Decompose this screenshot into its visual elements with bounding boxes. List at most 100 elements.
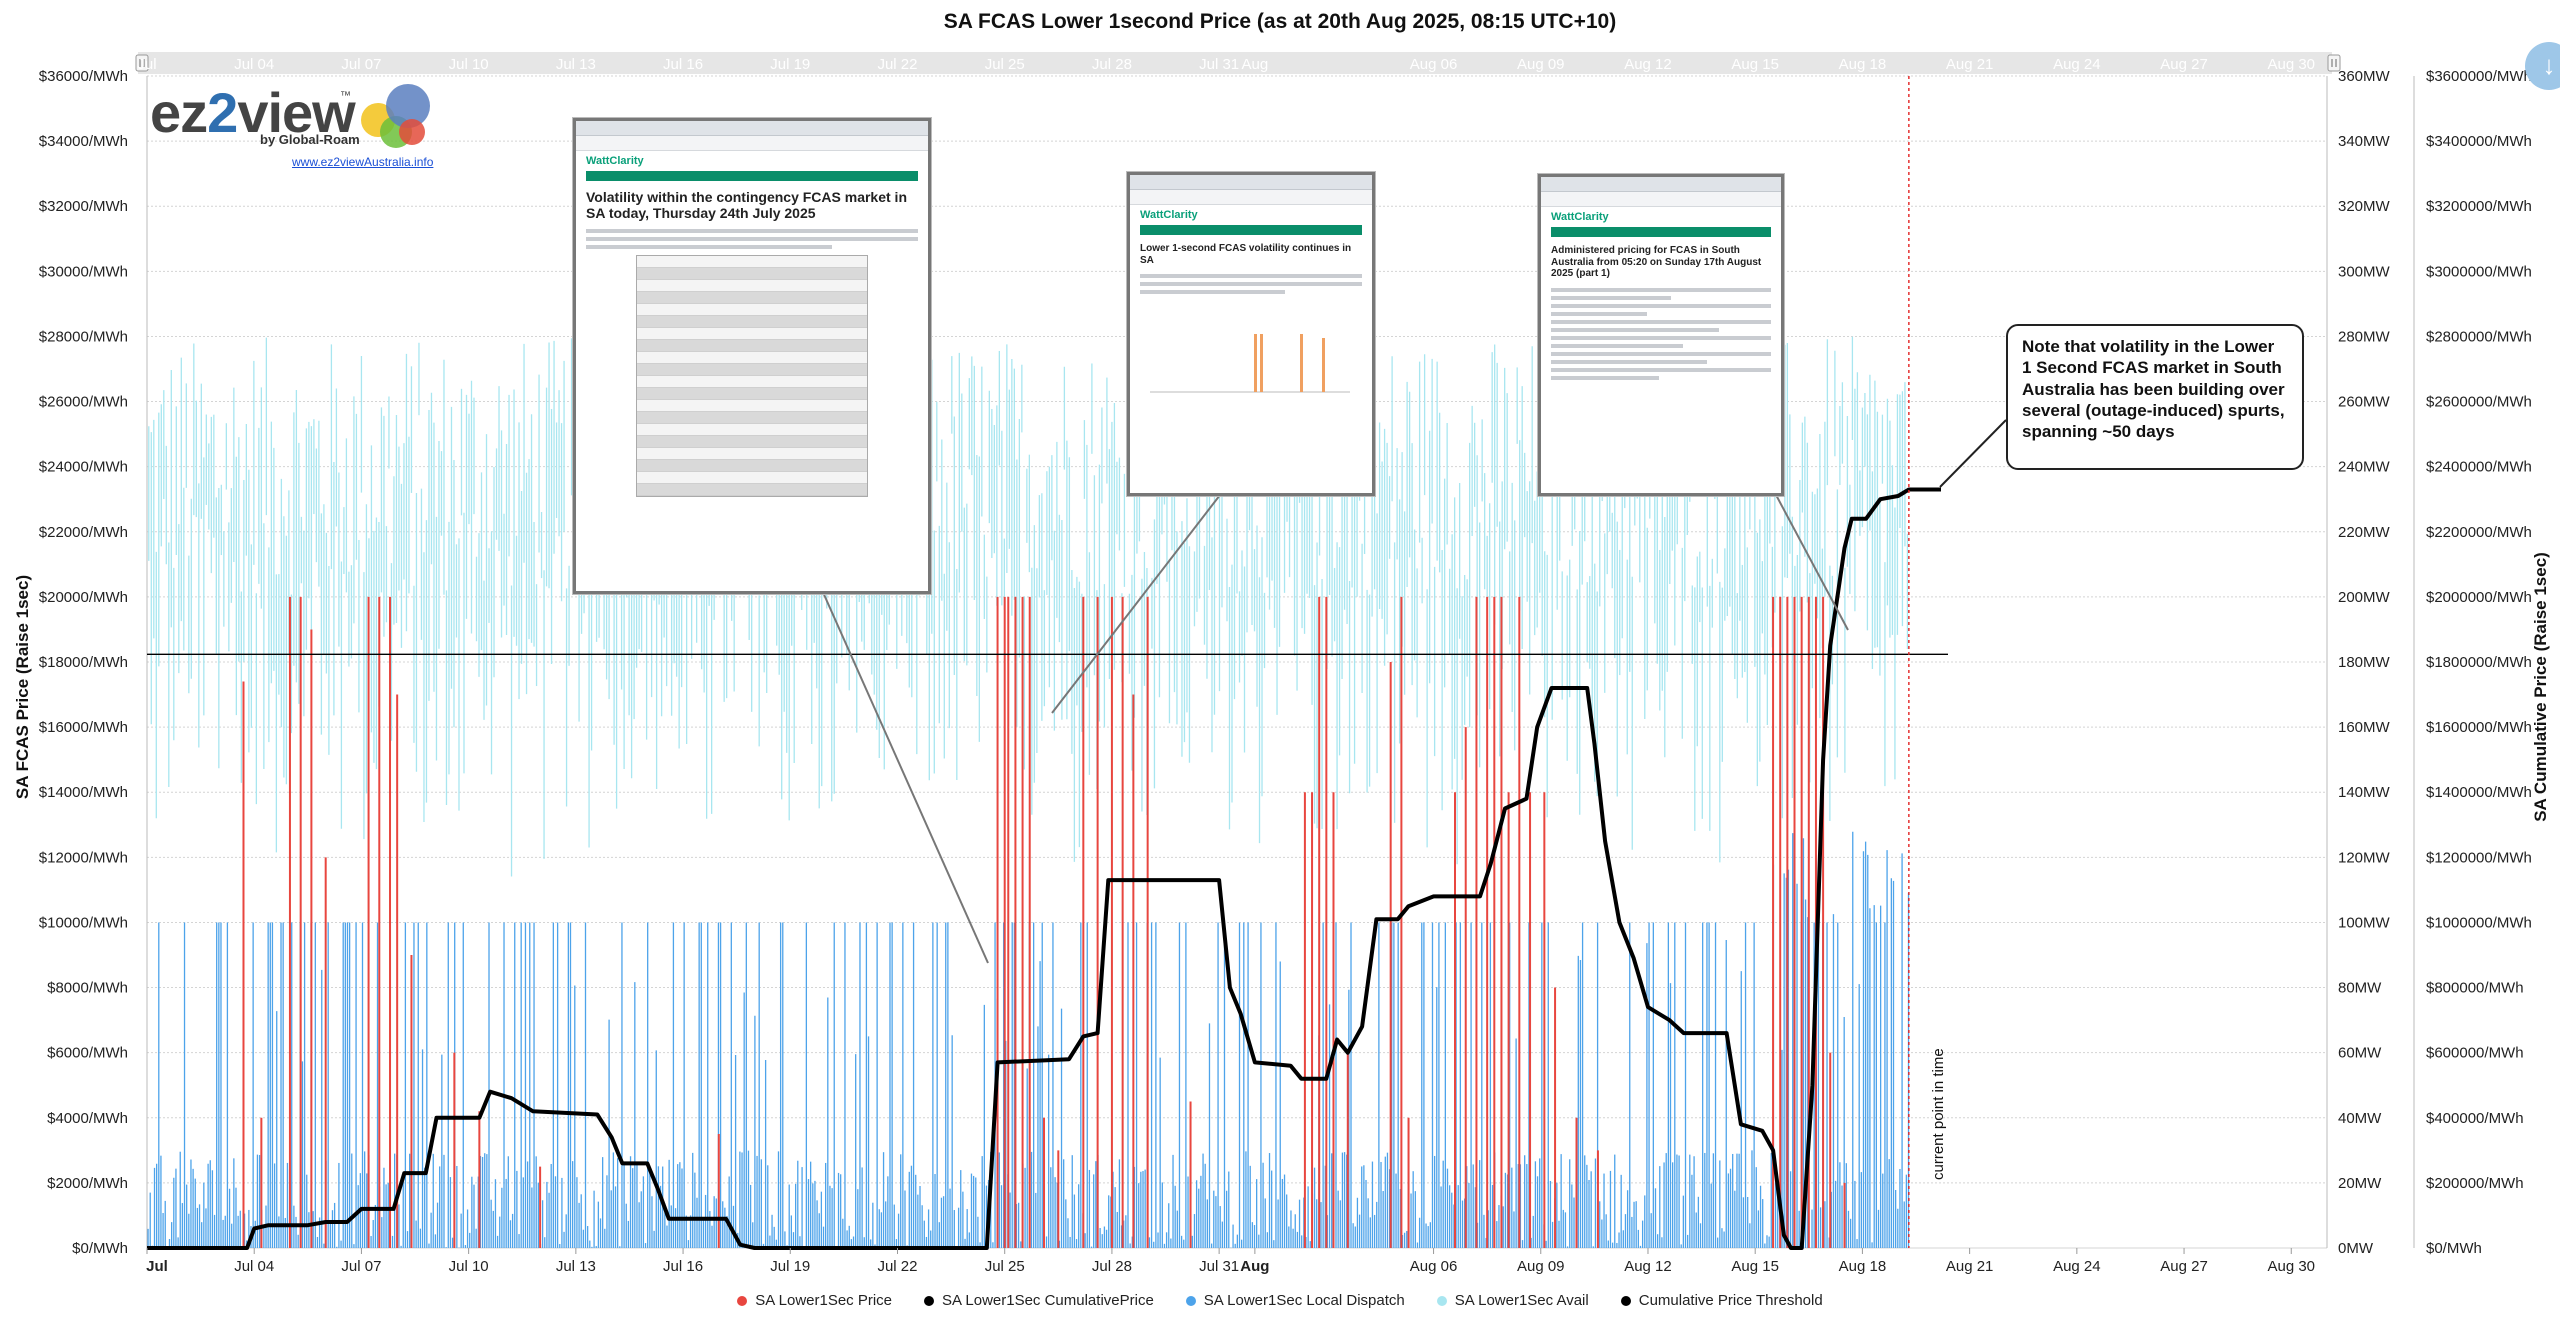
- logo-wordmark-b: 2: [207, 81, 238, 144]
- mw-tick-label: 40MW: [2338, 1110, 2382, 1127]
- mw-tick-label: 100MW: [2338, 914, 2391, 931]
- navigator-tick-label: Jul 16: [663, 56, 703, 73]
- mw-tick-label: 260MW: [2338, 394, 2391, 411]
- inset-headline: Administered pricing for FCAS in South A…: [1551, 245, 1762, 279]
- right-tick-label: $1600000/MWh: [2426, 719, 2532, 736]
- legend-item[interactable]: SA Lower1Sec CumulativePrice: [924, 1292, 1154, 1309]
- x-tick-label: Jul 28: [1092, 1258, 1132, 1275]
- right-tick-label: $600000/MWh: [2426, 1045, 2524, 1062]
- inset-brand: WattClarity: [1140, 209, 1198, 221]
- navigator-tick-label: Aug 18: [1839, 56, 1887, 73]
- download-icon[interactable]: ↓: [2525, 42, 2560, 90]
- right-tick-label: $0/MWh: [2426, 1240, 2482, 1257]
- navigator-tick-label: Jul 04: [234, 56, 274, 73]
- left-tick-label: $14000/MWh: [39, 784, 128, 801]
- article-inset-1[interactable]: WattClarity Volatility within the contin…: [573, 118, 931, 594]
- left-tick-label: $10000/MWh: [39, 914, 128, 931]
- article-inset-2[interactable]: WattClarity Lower 1-second FCAS volatili…: [1127, 172, 1375, 496]
- left-tick-label: $26000/MWh: [39, 394, 128, 411]
- x-tick-label: Jul 22: [877, 1258, 917, 1275]
- legend-item[interactable]: SA Lower1Sec Local Dispatch: [1185, 1292, 1405, 1309]
- inset-brand: WattClarity: [586, 155, 644, 167]
- x-tick-label: Aug 09: [1517, 1258, 1565, 1275]
- legend-dot-icon: [924, 1296, 935, 1307]
- right-tick-label: $1800000/MWh: [2426, 654, 2532, 671]
- right-tick-label: $800000/MWh: [2426, 980, 2524, 997]
- right-tick-label: $3000000/MWh: [2426, 263, 2532, 280]
- legend-item[interactable]: SA Lower1Sec Avail: [1436, 1292, 1589, 1309]
- left-tick-label: $24000/MWh: [39, 459, 128, 476]
- left-tick-label: $22000/MWh: [39, 524, 128, 541]
- navigator-tick-label: Aug: [1242, 56, 1269, 73]
- right-tick-label: $2200000/MWh: [2426, 524, 2532, 541]
- mw-axis-ticks: 0MW 20MW 40MW 60MW 80MW 100MW 120MW 140MW 160MW 1…: [2338, 68, 2391, 1257]
- legend-dot-icon: [1436, 1296, 1447, 1307]
- navigator-tick-label: Aug 24: [2053, 56, 2101, 73]
- mw-tick-label: 340MW: [2338, 133, 2391, 150]
- left-tick-label: $32000/MWh: [39, 198, 128, 215]
- left-axis-ticks: $0/MWh $2000/MWh $4000/MWh $6000/MWh $8000/M…: [39, 68, 128, 1257]
- x-tick-label: Jul 04: [234, 1258, 274, 1275]
- legend-label: SA Lower1Sec Price: [755, 1292, 893, 1309]
- legend-item[interactable]: Cumulative Price Threshold: [1620, 1292, 1823, 1309]
- right-tick-label: $2800000/MWh: [2426, 328, 2532, 345]
- navigator-tick-label: Aug 30: [2267, 56, 2315, 73]
- inset-connector-1: [821, 589, 989, 964]
- legend-label: SA Lower1Sec Avail: [1454, 1292, 1589, 1309]
- range-handle-right-icon[interactable]: [2327, 54, 2341, 72]
- range-handle-left-icon[interactable]: [135, 54, 149, 72]
- mw-tick-label: 0MW: [2338, 1240, 2374, 1257]
- navigator-tick-label: Aug 06: [1410, 56, 1458, 73]
- right-tick-label: $1000000/MWh: [2426, 914, 2532, 931]
- navigator-tick-label: Aug 15: [1731, 56, 1779, 73]
- logo-byline: by Global-Roam: [260, 132, 360, 147]
- chart-title: SA FCAS Lower 1second Price (as at 20th …: [943, 10, 1617, 33]
- mw-tick-label: 120MW: [2338, 849, 2391, 866]
- right-tick-label: $3400000/MWh: [2426, 133, 2532, 150]
- inset-connector-2: [1051, 494, 1221, 714]
- mw-tick-label: 320MW: [2338, 198, 2391, 215]
- inset-connector-3: [1774, 492, 1849, 631]
- x-tick-label: Aug 24: [2053, 1258, 2101, 1275]
- inset-brand: WattClarity: [1551, 211, 1609, 223]
- article-inset-3[interactable]: WattClarity Administered pricing for FCA…: [1538, 174, 1784, 496]
- legend-item[interactable]: SA Lower1Sec Price: [737, 1292, 892, 1309]
- navigator-tick-label: Jul: [137, 56, 156, 73]
- mw-tick-label: 60MW: [2338, 1045, 2382, 1062]
- cumulative-price-line: [147, 487, 1941, 1250]
- mw-tick-label: 240MW: [2338, 459, 2391, 476]
- navigator-bar[interactable]: [138, 52, 2332, 74]
- navigator-tick-label: Aug 09: [1517, 56, 1565, 73]
- inset-headline: Lower 1-second FCAS volatility continues…: [1140, 243, 1352, 266]
- legend-dot-icon: [1185, 1296, 1196, 1307]
- left-tick-label: $30000/MWh: [39, 263, 128, 280]
- right-tick-label: $1400000/MWh: [2426, 784, 2532, 801]
- x-tick-label: Jul 25: [985, 1258, 1025, 1275]
- navigator-tick-label: Jul 22: [877, 56, 917, 73]
- mw-tick-label: 20MW: [2338, 1175, 2382, 1192]
- navigator-tick-label: Jul 25: [985, 56, 1025, 73]
- logo-link[interactable]: www.ez2viewAustralia.info: [292, 155, 434, 169]
- price-series: [242, 596, 1846, 1248]
- legend-dot-icon: [1620, 1296, 1631, 1307]
- navigator-tick-label: Jul 13: [556, 56, 596, 73]
- x-tick-label: Aug 18: [1839, 1258, 1887, 1275]
- mw-tick-label: 180MW: [2338, 654, 2391, 671]
- navigator-ticks: Jul Jul 04 Jul 07 Jul 10 Jul 13 Jul 16 Jul 19 J…: [137, 56, 2315, 73]
- navigator-tick-label: Jul 28: [1092, 56, 1132, 73]
- x-tick-label: Aug 06: [1410, 1258, 1458, 1275]
- logo-circles-icon: [361, 84, 430, 148]
- left-tick-label: $0/MWh: [72, 1240, 128, 1257]
- navigator-tick-label: Jul 07: [341, 56, 381, 73]
- navigator-tick-label: Aug 21: [1946, 56, 1994, 73]
- annotation-note: Note that volatility in the Lower 1 Seco…: [2006, 324, 2304, 470]
- note-connector: [1939, 419, 2007, 488]
- left-tick-label: $28000/MWh: [39, 328, 128, 345]
- current-point-label: current point in time: [1930, 1048, 1947, 1180]
- x-axis-ticks: Jul Jul 04 Jul 07 Jul 10 Jul 13 Jul 16 Jul 19 J…: [146, 1248, 2315, 1275]
- x-tick-label: Jul 31: [1199, 1258, 1239, 1275]
- logo-wordmark-c: view: [237, 81, 355, 144]
- x-tick-label: Jul 19: [770, 1258, 810, 1275]
- navigator-tick-label: Jul 19: [770, 56, 810, 73]
- x-tick-label: Jul 13: [556, 1258, 596, 1275]
